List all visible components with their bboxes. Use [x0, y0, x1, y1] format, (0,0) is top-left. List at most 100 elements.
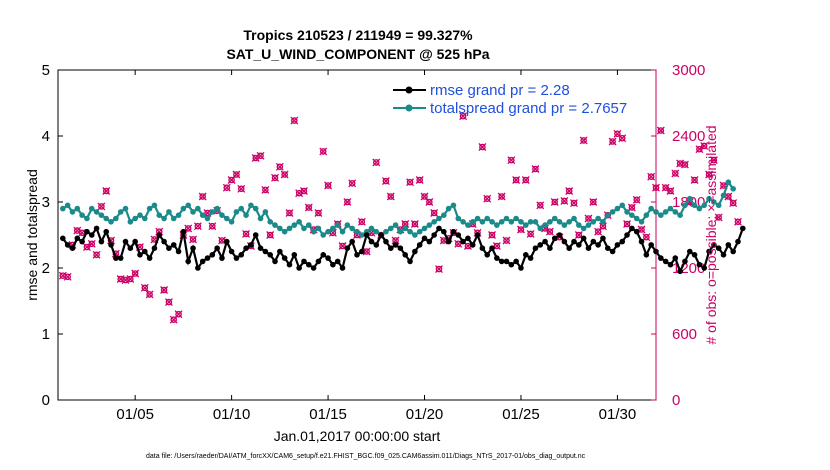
obs-count-marker	[690, 176, 699, 184]
legend-spread-label: totalspread grand pr = 2.7657	[430, 100, 627, 117]
obs-count-marker	[647, 172, 656, 181]
rmse-point	[64, 242, 71, 248]
totalspread-point	[195, 205, 201, 212]
rmse-point	[368, 238, 375, 245]
totalspread-point	[416, 228, 423, 235]
totalspread-point	[527, 219, 534, 225]
obs-count-marker	[266, 231, 275, 239]
obs-count-marker	[507, 156, 516, 165]
totalspread-point	[175, 212, 182, 218]
obs-count-marker	[642, 233, 651, 242]
rmse-point	[522, 252, 529, 258]
totalspread-point	[662, 209, 669, 215]
totalspread-point	[682, 202, 688, 209]
totalspread-point	[402, 225, 409, 232]
totalspread-point	[84, 215, 90, 222]
footnote: data file: /Users/raeder/DAI/ATM_forcXX/…	[146, 453, 586, 460]
totalspread-point	[262, 209, 269, 215]
totalspread-point	[619, 202, 626, 209]
totalspread-point	[633, 215, 640, 222]
rmse-point	[532, 245, 539, 251]
rmse-point	[619, 238, 626, 245]
totalspread-point	[204, 215, 211, 222]
rmse-point	[166, 245, 172, 251]
rmse-point	[88, 232, 95, 238]
rmse-point	[156, 232, 163, 238]
rmse-point	[402, 252, 409, 258]
obs-count-marker	[271, 173, 279, 182]
obs-count-marker	[560, 196, 569, 205]
totalspread-point	[407, 228, 413, 235]
rmse-point	[571, 238, 577, 245]
obs-count-marker	[314, 209, 323, 217]
rmse-point	[60, 235, 66, 242]
obs-count-marker	[189, 235, 197, 244]
totalspread-point	[325, 228, 331, 235]
obs-count-marker	[319, 147, 328, 156]
totalspread-point	[267, 219, 273, 225]
rmse-point	[629, 225, 635, 232]
x-axis-ticks: 01/05 01/10 01/15 01/20 01/25 01/30	[116, 70, 636, 423]
obs-count-marker	[304, 203, 313, 212]
totalspread-point	[397, 228, 404, 235]
obs-count-marker	[102, 187, 111, 195]
totalspread-point	[436, 215, 442, 222]
totalspread-point	[445, 205, 452, 212]
totalspread-point	[142, 215, 148, 222]
rmse-point	[98, 238, 105, 245]
obs-count-marker	[362, 247, 371, 256]
totalspread-point	[720, 192, 727, 199]
rmse-point	[566, 245, 572, 251]
totalspread-point	[469, 219, 476, 225]
obs-count-marker	[627, 203, 636, 212]
rmse-point	[103, 228, 110, 235]
y-left-tick-label: 4	[42, 128, 50, 145]
totalspread-point	[354, 228, 360, 235]
rmse-point	[301, 258, 307, 265]
obs-count-marker	[545, 227, 554, 236]
totalspread-point	[137, 212, 143, 218]
obs-count-marker	[160, 286, 169, 294]
obs-count-marker	[242, 229, 251, 238]
x-tick-label: 01/15	[309, 406, 347, 423]
obs-count-marker	[222, 183, 231, 192]
y-left-tick-label: 3	[42, 194, 50, 211]
rmse-point	[600, 235, 606, 242]
obs-count-marker	[579, 136, 588, 145]
y-right-tick-label: 0	[672, 392, 680, 409]
obs-count-marker	[415, 176, 424, 184]
totalspread-point	[672, 209, 679, 215]
totalspread-point	[629, 212, 635, 218]
rmse-point	[735, 238, 741, 245]
rmse-point	[706, 248, 712, 255]
obs-count-marker	[324, 181, 333, 190]
totalspread-point	[653, 209, 659, 215]
rmse-point	[170, 242, 177, 248]
rmse-point	[175, 248, 182, 255]
totalspread-series	[60, 179, 736, 238]
totalspread-point	[180, 205, 187, 212]
rmse-point	[465, 235, 471, 242]
obs-count-marker	[285, 209, 294, 217]
totalspread-point	[98, 212, 105, 218]
y-right-tick-label: 600	[672, 326, 697, 343]
rmse-point	[137, 252, 143, 258]
obs-count-marker	[237, 184, 246, 193]
totalspread-point	[248, 202, 254, 209]
rmse-point	[725, 242, 732, 248]
obs-count-marker	[497, 192, 506, 201]
rmse-point	[479, 245, 486, 251]
totalspread-point	[412, 232, 418, 238]
obs-count-marker	[526, 229, 535, 238]
totalspread-point	[604, 212, 611, 218]
totalspread-point	[387, 225, 394, 232]
totalspread-point	[498, 219, 505, 225]
legend-rmse-marker	[405, 86, 413, 94]
totalspread-point	[547, 219, 553, 225]
obs-count-marker	[517, 225, 525, 234]
obs-count-marker	[343, 198, 352, 206]
rmse-point	[354, 252, 360, 258]
totalspread-point	[310, 228, 317, 235]
totalspread-point	[711, 199, 717, 205]
y-right-axis-label: # of obs: o=possible; ×=assimilated	[703, 125, 719, 344]
